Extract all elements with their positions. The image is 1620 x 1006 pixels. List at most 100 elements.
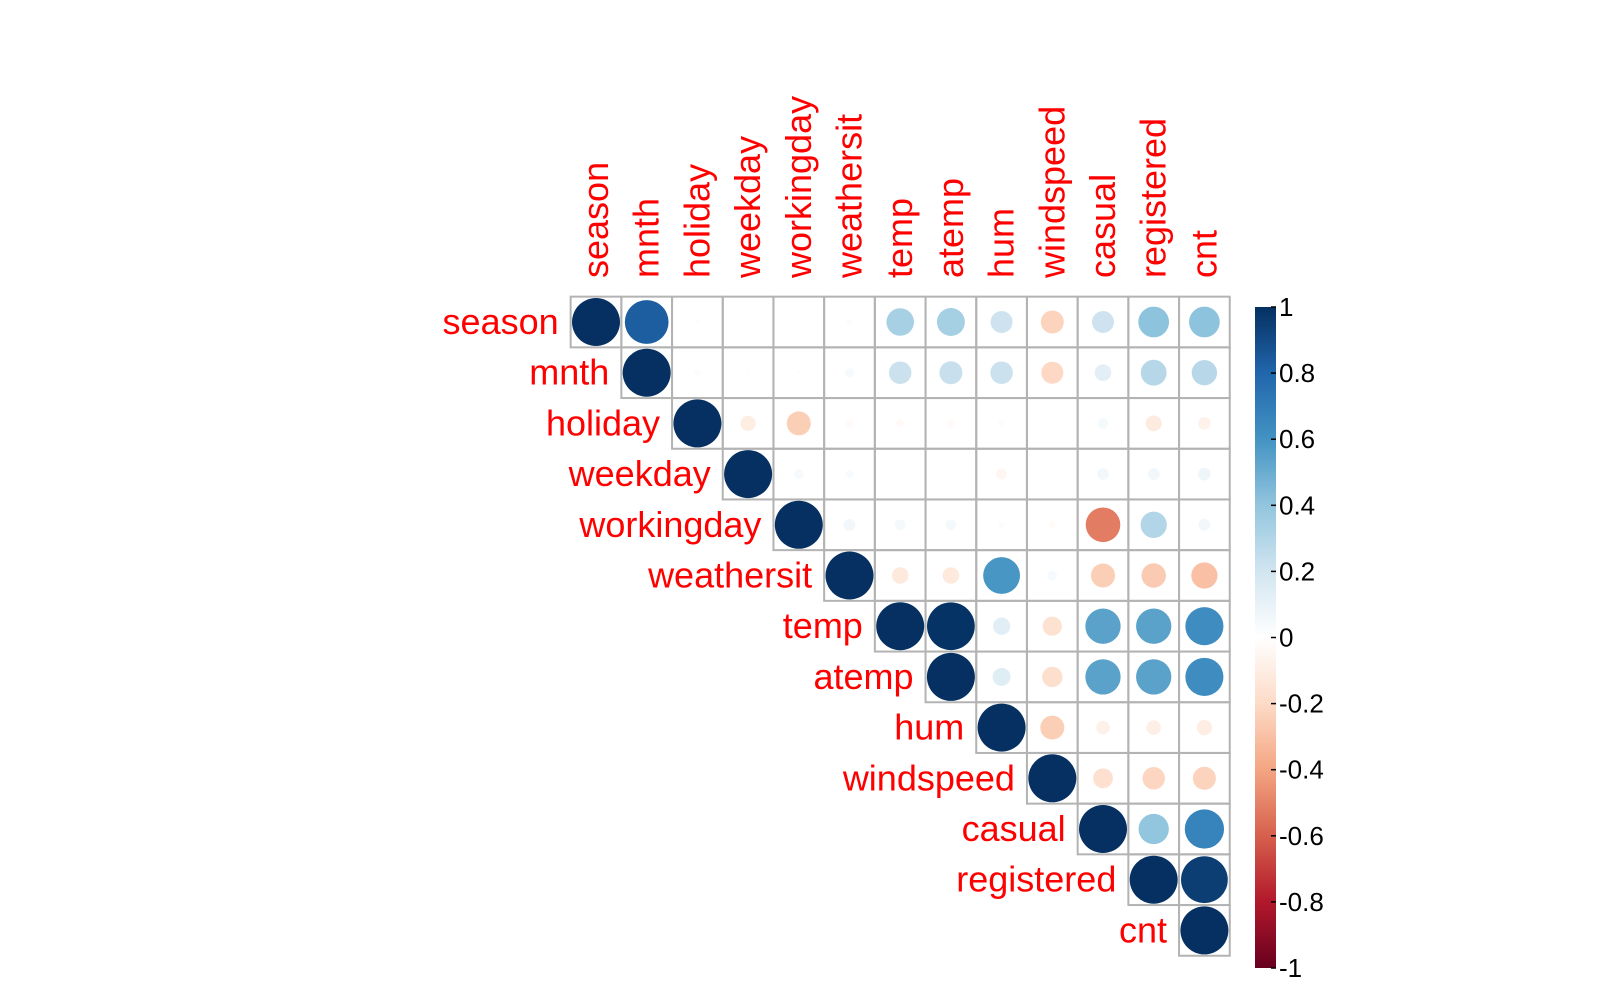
corr-circle-temp-hum bbox=[992, 617, 1011, 635]
corr-circle-season-casual bbox=[1092, 311, 1114, 333]
colorbar-tick-label: 0 bbox=[1279, 623, 1293, 653]
colorbar-tick-label: 1 bbox=[1279, 292, 1293, 322]
corr-circle-season-cnt bbox=[1189, 306, 1220, 338]
corr-circle-season-workingday bbox=[796, 319, 802, 325]
corr-circle-season-mnth bbox=[624, 300, 669, 344]
row-label-windspeed: windspeed bbox=[842, 757, 1015, 798]
column-label-season: season bbox=[575, 162, 616, 278]
colorbar-tick-label: 0.8 bbox=[1279, 358, 1315, 388]
corr-circle-holiday-atemp bbox=[946, 419, 956, 428]
corr-circle-mnth-workingday bbox=[796, 370, 802, 376]
corr-circle-temp-cnt bbox=[1185, 607, 1224, 646]
corr-circle-windspeed-windspeed bbox=[1028, 754, 1077, 803]
corr-circle-season-hum bbox=[990, 311, 1013, 333]
corr-circle-temp-windspeed bbox=[1042, 616, 1062, 636]
colorbar-tick-label: 0.6 bbox=[1279, 424, 1315, 454]
corr-circle-season-weathersit bbox=[846, 318, 853, 326]
corr-circle-weekday-cnt bbox=[1198, 467, 1211, 481]
colorbar-tick-label: -0.4 bbox=[1279, 755, 1324, 785]
corr-circle-holiday-temp bbox=[896, 419, 905, 428]
corr-circle-mnth-casual bbox=[1094, 364, 1112, 382]
corr-circle-temp-casual bbox=[1085, 608, 1121, 644]
corr-circle-weekday-hum bbox=[996, 468, 1007, 480]
row-label-weekday: weekday bbox=[568, 453, 711, 494]
corr-circle-casual-casual bbox=[1079, 805, 1127, 853]
corr-circle-mnth-weekday bbox=[745, 370, 751, 376]
corr-circle-weathersit-cnt bbox=[1191, 562, 1218, 589]
corr-circle-atemp-registered bbox=[1136, 659, 1172, 695]
corr-circle-hum-registered bbox=[1146, 720, 1161, 735]
row-label-season: season bbox=[443, 301, 559, 342]
row-label-cnt: cnt bbox=[1119, 909, 1167, 950]
row-label-registered: registered bbox=[956, 859, 1116, 900]
corr-circle-weathersit-temp bbox=[891, 567, 909, 584]
corr-circle-holiday-holiday bbox=[673, 399, 722, 448]
corr-circle-mnth-hum bbox=[990, 361, 1013, 384]
corr-circle-season-holiday bbox=[695, 319, 700, 325]
corr-circle-season-atemp bbox=[936, 308, 965, 336]
grid-cell bbox=[1178, 904, 1231, 957]
row-label-mnth: mnth bbox=[529, 352, 609, 393]
row-label-holiday: holiday bbox=[546, 402, 660, 443]
colorbar-tick-label: -0.2 bbox=[1279, 689, 1324, 719]
corr-circle-holiday-registered bbox=[1145, 415, 1162, 432]
corr-circle-atemp-windspeed bbox=[1042, 666, 1063, 688]
corr-circle-hum-cnt bbox=[1196, 720, 1212, 736]
colorbar-tick-label: 0.4 bbox=[1279, 490, 1315, 520]
corr-circle-workingday-cnt bbox=[1198, 518, 1211, 531]
row-label-weathersit: weathersit bbox=[647, 555, 812, 596]
corr-circle-season-registered bbox=[1138, 306, 1170, 338]
corr-circle-weekday-workingday bbox=[794, 469, 804, 479]
corr-circle-holiday-weekday bbox=[740, 415, 756, 431]
corr-circle-mnth-weathersit bbox=[844, 367, 855, 378]
corr-circle-hum-casual bbox=[1096, 720, 1110, 735]
corr-circle-weathersit-windspeed bbox=[1047, 570, 1058, 581]
corr-circle-windspeed-registered bbox=[1142, 767, 1165, 790]
colorbar-tick-label: 0.2 bbox=[1279, 556, 1315, 586]
corr-circle-hum-hum bbox=[977, 703, 1026, 752]
grid-cell bbox=[873, 447, 927, 501]
corr-circle-holiday-workingday bbox=[786, 411, 811, 436]
corr-circle-hum-windspeed bbox=[1040, 715, 1065, 740]
corr-circle-mnth-holiday bbox=[694, 369, 701, 377]
colorbar-rect bbox=[1255, 307, 1276, 968]
corr-circle-temp-atemp bbox=[927, 602, 975, 651]
corr-circle-registered-cnt bbox=[1181, 856, 1228, 904]
row-label-casual: casual bbox=[962, 808, 1066, 849]
grid-cell bbox=[924, 447, 978, 501]
colorbar-tick-label: -0.8 bbox=[1279, 887, 1324, 917]
corr-circle-mnth-atemp bbox=[939, 361, 963, 385]
column-label-atemp: atemp bbox=[930, 178, 971, 278]
corr-circle-workingday-casual bbox=[1085, 507, 1121, 543]
grid-cell bbox=[1025, 397, 1079, 450]
row-label-hum: hum bbox=[894, 707, 964, 748]
corr-circle-workingday-windspeed bbox=[1048, 521, 1056, 529]
corr-circle-season-windspeed bbox=[1040, 310, 1064, 334]
corr-circle-casual-registered bbox=[1138, 813, 1169, 845]
corr-circle-weathersit-weathersit bbox=[825, 551, 874, 600]
row-label-temp: temp bbox=[783, 605, 863, 646]
corr-circle-atemp-casual bbox=[1085, 659, 1121, 695]
column-label-weathersit: weathersit bbox=[829, 114, 870, 279]
row-label-workingday: workingday bbox=[578, 504, 761, 545]
column-label-windspeed: windspeed bbox=[1031, 106, 1072, 279]
grid-cell bbox=[721, 295, 775, 349]
corr-circle-weekday-casual bbox=[1097, 468, 1109, 480]
circle-layer bbox=[572, 298, 1229, 955]
corr-circle-weekday-weekday bbox=[724, 450, 773, 499]
column-label-weekday: weekday bbox=[727, 136, 768, 279]
corr-circle-season-season bbox=[572, 298, 620, 346]
row-labels: season mnth holiday weekday workingday weathe… bbox=[443, 301, 1167, 950]
column-label-hum: hum bbox=[981, 208, 1022, 278]
corr-circle-atemp-cnt bbox=[1185, 657, 1224, 696]
row-label-atemp: atemp bbox=[813, 656, 913, 697]
corr-circle-season-temp bbox=[886, 308, 914, 336]
corr-circle-workingday-weathersit bbox=[843, 518, 856, 531]
corr-circle-temp-registered bbox=[1136, 608, 1172, 644]
column-labels: season mnth holiday weekday workingday weathe… bbox=[575, 96, 1224, 279]
corr-circle-casual-cnt bbox=[1184, 809, 1225, 849]
corr-circle-holiday-cnt bbox=[1198, 417, 1211, 430]
corr-circle-holiday-casual bbox=[1097, 418, 1109, 429]
